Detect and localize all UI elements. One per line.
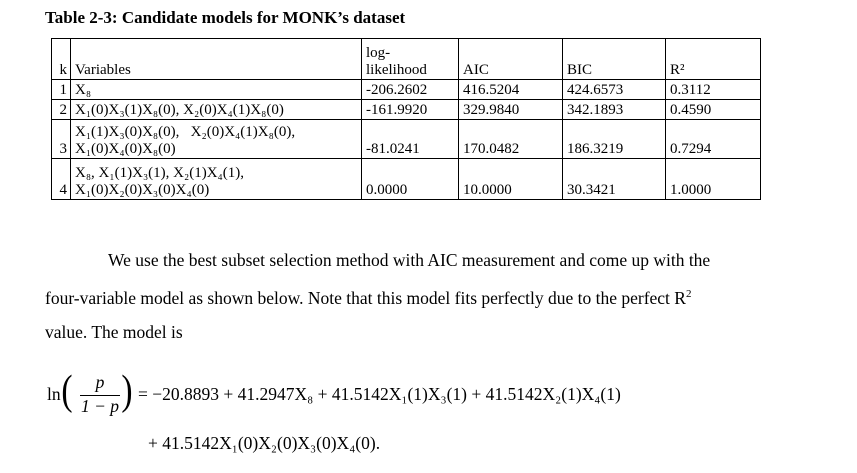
table-row: 1 X₈ -206.2602 416.5204 424.6573 0.3112 <box>51 79 761 100</box>
header-variables: Variables <box>70 38 362 80</box>
cell-loglik: 0.0000 <box>361 158 459 200</box>
cell-k: 4 <box>51 158 71 200</box>
header-r2: R² <box>665 38 761 80</box>
paragraph-line-2: four-variable model as shown below. Note… <box>45 288 691 309</box>
cell-variables-line2: X₁(0)X₂(0)X₃(0)X₄(0) <box>75 182 210 198</box>
cell-aic: 10.0000 <box>458 158 563 200</box>
equation-right-paren: ) <box>121 368 133 414</box>
cell-aic: 329.9840 <box>458 99 563 120</box>
table-header-row: k Variables log-likelihood AIC BIC R² <box>51 38 761 80</box>
cell-k: 1 <box>51 79 71 100</box>
equation-left-paren: ( <box>61 368 73 414</box>
cell-variables-line1: X₁(1)X₃(0)X₈(0), X₂(0)X₄(1)X₈(0), <box>75 124 296 140</box>
paragraph-line-3: value. The model is <box>45 322 183 342</box>
table-row: 4 X₈, X₁(1)X₃(1), X₂(1)X₄(1), X₁(0)X₂(0)X… <box>51 158 761 200</box>
cell-variables-line1: X₈, X₁(1)X₃(1), X₂(1)X₄(1), <box>75 165 245 181</box>
candidate-models-table: k Variables log-likelihood AIC BIC R² 1 … <box>51 38 761 200</box>
cell-variables: X₈ <box>70 79 362 100</box>
r-squared-superscript: 2 <box>685 288 692 301</box>
table-row: 2 X₁(0)X₃(1)X₈(0), X₂(0)X₄(1)X₈(0) -161.… <box>51 99 761 120</box>
cell-r2: 0.4590 <box>665 99 761 120</box>
header-loglik-line1: log- <box>366 45 391 61</box>
cell-bic: 186.3219 <box>562 119 666 159</box>
cell-r2: 0.7294 <box>665 119 761 159</box>
cell-variables: X₈, X₁(1)X₃(1), X₂(1)X₄(1), X₁(0)X₂(0)X₃(… <box>70 158 362 200</box>
cell-variables: X₁(1)X₃(0)X₈(0), X₂(0)X₄(1)X₈(0), X₁(0)X₄… <box>70 119 362 159</box>
cell-r2: 1.0000 <box>665 158 761 200</box>
cell-variables: X₁(0)X₃(1)X₈(0), X₂(0)X₄(1)X₈(0) <box>70 99 362 120</box>
equation-rhs-line2: + 41.5142X₁(0)X₂(0)X₃(0)X₄(0). <box>148 433 381 453</box>
cell-k: 2 <box>51 99 71 120</box>
header-k: k <box>51 38 71 80</box>
equation-rhs-line1: = −20.8893 + 41.2947X₈ + 41.5142X₁(1)X₃(… <box>138 384 621 404</box>
cell-r2: 0.3112 <box>665 79 761 100</box>
cell-bic: 424.6573 <box>562 79 666 100</box>
header-bic: BIC <box>562 38 666 80</box>
header-loglik-line2: likelihood <box>366 62 427 78</box>
cell-loglik: -161.9920 <box>361 99 459 120</box>
cell-bic: 342.1893 <box>562 99 666 120</box>
table-row: 3 X₁(1)X₃(0)X₈(0), X₂(0)X₄(1)X₈(0), X₁(0)… <box>51 119 761 159</box>
cell-aic: 170.0482 <box>458 119 563 159</box>
cell-loglik: -206.2602 <box>361 79 459 100</box>
equation-ln: ln <box>47 384 61 404</box>
cell-aic: 416.5204 <box>458 79 563 100</box>
cell-variables-line2: X₁(0)X₄(0)X₈(0) <box>75 141 176 157</box>
equation-fraction: p 1 − p <box>78 372 122 417</box>
paragraph-line-2-text: four-variable model as shown below. Note… <box>45 288 686 308</box>
equation-denominator: 1 − p <box>80 396 120 416</box>
cell-loglik: -81.0241 <box>361 119 459 159</box>
table-caption: Table 2-3: Candidate models for MONK’s d… <box>45 8 406 27</box>
header-loglikelihood: log-likelihood <box>361 38 459 80</box>
cell-k: 3 <box>51 119 71 159</box>
equation-numerator: p <box>95 372 105 392</box>
fraction-bar <box>80 395 120 396</box>
cell-bic: 30.3421 <box>562 158 666 200</box>
paragraph-line-1: We use the best subset selection method … <box>108 250 711 270</box>
header-aic: AIC <box>458 38 563 80</box>
